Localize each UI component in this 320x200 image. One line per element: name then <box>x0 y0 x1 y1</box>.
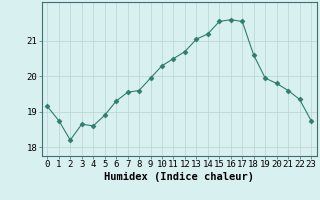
X-axis label: Humidex (Indice chaleur): Humidex (Indice chaleur) <box>104 172 254 182</box>
